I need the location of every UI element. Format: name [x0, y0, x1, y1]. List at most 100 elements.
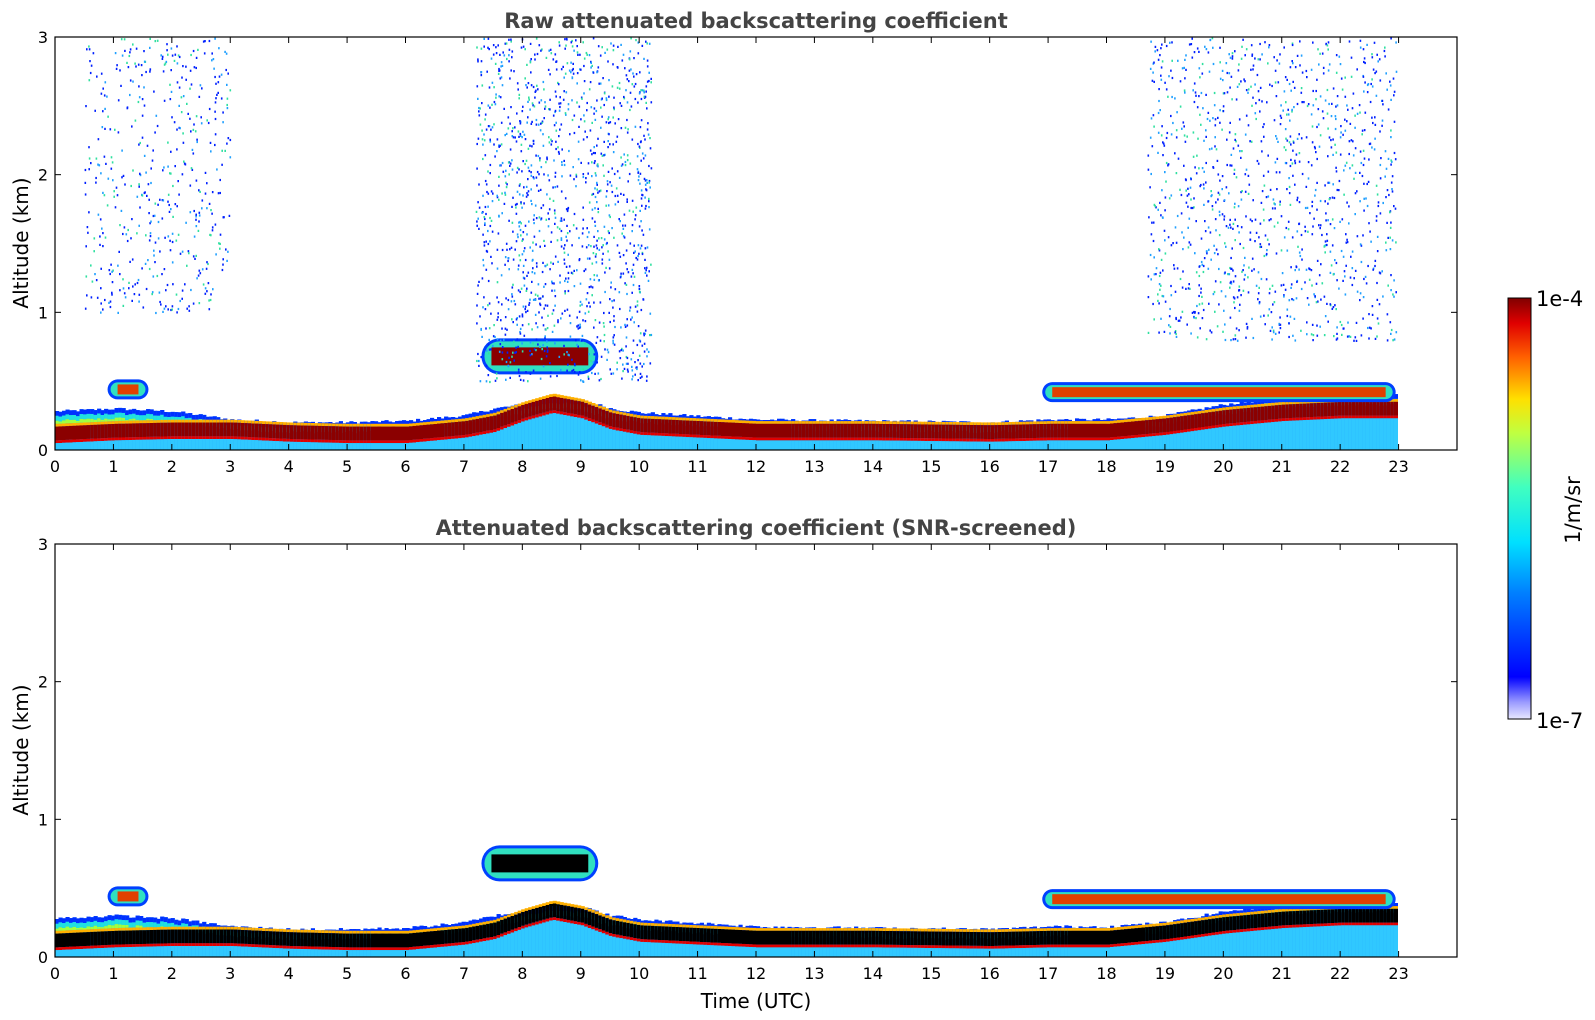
noise-point — [563, 262, 566, 265]
noise-point — [1258, 98, 1261, 102]
noise-point — [488, 348, 491, 351]
backscatter-cell — [962, 422, 967, 425]
noise-point — [516, 112, 518, 115]
backscatter-cell — [1075, 421, 1080, 424]
noise-point — [643, 342, 646, 345]
backscatter-cell — [356, 426, 361, 441]
backscatter-cell — [209, 436, 214, 439]
backscatter-cell — [777, 440, 782, 450]
noise-point — [508, 60, 510, 63]
backscatter-cell — [507, 424, 512, 427]
backscatter-cell — [188, 422, 193, 437]
backscatter-cell — [1281, 401, 1286, 405]
backscatter-cell — [493, 415, 498, 430]
noise-point — [529, 61, 532, 64]
backscatter-cell — [433, 440, 438, 450]
noise-point — [185, 221, 187, 224]
backscatter-cell — [703, 437, 708, 450]
noise-point — [645, 85, 648, 88]
noise-point — [534, 58, 536, 61]
backscatter-cell — [1309, 417, 1314, 420]
noise-point — [511, 286, 514, 289]
noise-point — [181, 297, 183, 300]
backscatter-cell — [976, 425, 981, 439]
backscatter-cell — [146, 418, 151, 421]
backscatter-cell — [538, 416, 543, 450]
noise-point — [1176, 214, 1179, 218]
noise-point — [592, 361, 595, 364]
noise-point — [563, 218, 565, 221]
noise-point — [517, 88, 519, 91]
noise-point — [577, 53, 579, 56]
noise-point — [488, 86, 491, 89]
noise-point — [643, 89, 645, 92]
backscatter-cell — [1046, 440, 1051, 450]
backscatter-cell — [1239, 401, 1244, 407]
noise-point — [1292, 298, 1295, 302]
backscatter-cell — [573, 400, 578, 415]
backscatter-cell — [1383, 401, 1388, 416]
noise-point — [586, 227, 588, 230]
noise-point — [644, 196, 646, 199]
noise-point — [536, 170, 539, 174]
backscatter-cell — [398, 426, 403, 441]
noise-point — [520, 143, 523, 146]
noise-point — [528, 220, 530, 223]
backscatter-cell — [111, 419, 116, 422]
noise-point — [632, 272, 634, 275]
noise-point — [593, 107, 596, 110]
backscatter-cell — [948, 441, 953, 450]
noise-point — [603, 340, 605, 343]
noise-point — [522, 105, 524, 108]
noise-point — [1270, 218, 1272, 221]
noise-point — [530, 84, 533, 87]
backscatter-cell — [938, 441, 943, 450]
backscatter-cell — [959, 422, 964, 425]
backscatter-cell — [1229, 426, 1234, 450]
backscatter-cell — [451, 436, 456, 439]
noise-point — [1384, 55, 1386, 58]
noise-point — [573, 178, 575, 181]
backscatter-cell — [517, 420, 522, 423]
backscatter-cell — [759, 423, 764, 438]
noise-point — [138, 185, 140, 188]
noise-point — [190, 53, 192, 57]
noise-point — [88, 45, 90, 48]
noise-point — [645, 90, 647, 93]
backscatter-cell — [871, 421, 876, 424]
backscatter-cell — [735, 439, 740, 450]
noise-point — [647, 122, 649, 125]
backscatter-cell — [202, 419, 207, 423]
noise-point — [523, 202, 525, 205]
noise-point — [545, 218, 548, 221]
backscatter-cell — [1369, 415, 1374, 419]
backscatter-cell — [973, 425, 978, 439]
noise-point — [189, 184, 192, 187]
backscatter-cell — [531, 399, 536, 402]
backscatter-cell — [682, 436, 687, 450]
backscatter-cell — [1222, 404, 1227, 410]
noise-point — [607, 116, 610, 119]
noise-point — [167, 141, 169, 144]
noise-point — [136, 281, 139, 285]
noise-point — [632, 72, 634, 75]
noise-point — [612, 339, 614, 342]
backscatter-cell — [685, 420, 690, 435]
backscatter-cell — [374, 440, 379, 444]
noise-point — [484, 113, 487, 116]
backscatter-cell — [955, 438, 960, 442]
noise-point — [1370, 82, 1372, 86]
noise-point — [584, 320, 587, 323]
backscatter-cell — [72, 439, 77, 443]
noise-point — [590, 245, 592, 248]
backscatter-cell — [468, 420, 473, 434]
backscatter-cell — [1243, 424, 1248, 450]
noise-point — [565, 235, 567, 238]
backscatter-cell — [212, 439, 217, 450]
noise-point — [593, 146, 595, 149]
noise-point — [539, 157, 541, 160]
noise-point — [593, 326, 595, 329]
backscatter-cell — [728, 439, 733, 450]
backscatter-cell — [777, 421, 782, 424]
noise-point — [496, 318, 499, 321]
